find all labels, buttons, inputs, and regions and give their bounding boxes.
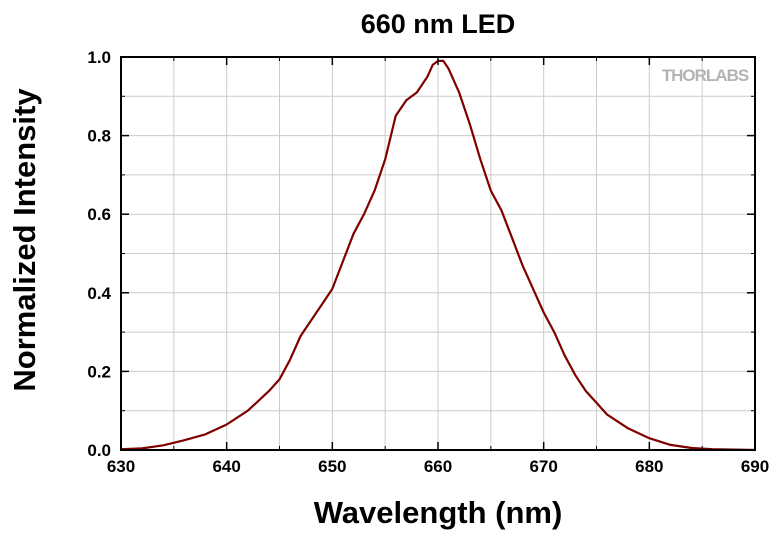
thorlabs-watermark: THORLABS	[662, 66, 749, 85]
x-tick-label: 680	[635, 457, 663, 476]
y-tick-label: 0.0	[87, 441, 111, 460]
y-tick-labels: 0.0 0.2 0.4 0.6 0.8 1.0	[87, 48, 111, 460]
x-tick-label: 670	[529, 457, 557, 476]
x-tick-labels: 630 640 650 660 670 680 690	[107, 457, 769, 476]
x-tick-label: 650	[318, 457, 346, 476]
y-tick-label: 0.4	[87, 284, 111, 303]
x-axis-label: Wavelength (nm)	[314, 495, 563, 530]
y-tick-label: 0.2	[87, 362, 111, 381]
x-tick-label: 660	[424, 457, 452, 476]
axis-ticks	[120, 56, 756, 451]
y-tick-label: 1.0	[87, 48, 111, 67]
x-tick-label: 690	[741, 457, 769, 476]
x-tick-label: 640	[212, 457, 240, 476]
chart-title: 660 nm LED	[361, 9, 516, 39]
y-tick-label: 0.6	[87, 205, 111, 224]
y-axis-label: Normalized Intensity	[7, 88, 42, 392]
gridlines	[121, 57, 755, 450]
x-tick-label: 630	[107, 457, 135, 476]
y-tick-label: 0.8	[87, 127, 111, 146]
